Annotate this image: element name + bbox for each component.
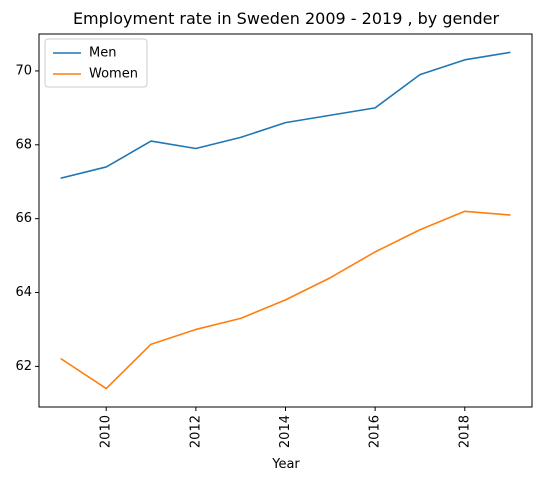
plot-frame bbox=[39, 34, 532, 407]
x-axis-label: Year bbox=[271, 457, 300, 472]
chart-title: Employment rate in Sweden 2009 - 2019 , … bbox=[73, 9, 500, 28]
y-tick-label: 70 bbox=[15, 63, 32, 78]
x-tick-label: 2018 bbox=[457, 415, 472, 448]
y-tick-label: 64 bbox=[15, 285, 32, 300]
x-tick-label: 2010 bbox=[99, 415, 114, 448]
y-axis: 62 64 66 68 70 bbox=[15, 63, 39, 373]
y-tick-label: 66 bbox=[15, 211, 32, 226]
x-tick-label: 2016 bbox=[368, 415, 383, 448]
y-tick-label: 62 bbox=[15, 359, 32, 374]
y-tick-label: 68 bbox=[15, 137, 32, 152]
series-line-women bbox=[61, 211, 509, 388]
x-tick-label: 2014 bbox=[278, 415, 293, 448]
plot-area bbox=[61, 52, 509, 388]
legend-label-men: Men bbox=[89, 46, 116, 61]
x-axis: 2010 2012 2014 2016 2018 bbox=[99, 407, 473, 448]
legend: Men Women bbox=[45, 39, 147, 87]
legend-label-women: Women bbox=[89, 67, 138, 82]
x-tick-label: 2012 bbox=[188, 415, 203, 448]
